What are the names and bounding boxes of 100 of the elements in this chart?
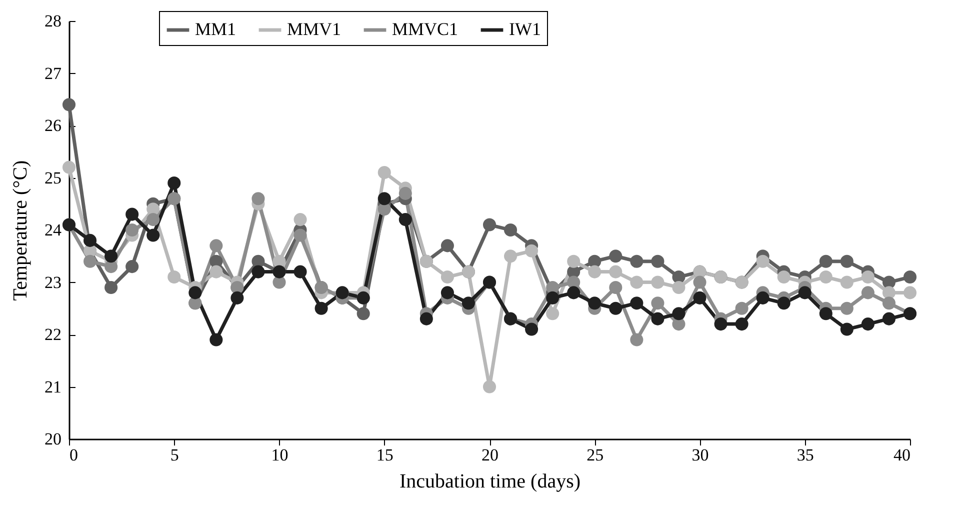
y-tick-label: 21 — [44, 377, 62, 396]
y-tick-label: 26 — [44, 116, 62, 135]
point — [482, 380, 496, 394]
point — [735, 318, 748, 331]
point — [840, 302, 854, 315]
point — [735, 302, 748, 315]
point — [819, 270, 832, 284]
point — [861, 270, 874, 284]
point — [630, 276, 644, 289]
point — [672, 307, 686, 320]
point — [378, 166, 391, 180]
point — [440, 270, 454, 284]
point — [693, 291, 706, 304]
point — [651, 312, 664, 326]
point — [440, 239, 454, 252]
point — [252, 265, 265, 278]
y-tick-label: 24 — [44, 220, 62, 240]
point — [630, 296, 644, 310]
point — [294, 265, 307, 278]
x-tick-label: 30 — [692, 446, 709, 464]
point — [609, 302, 622, 315]
point — [588, 296, 602, 310]
point — [84, 254, 97, 268]
point — [62, 98, 76, 112]
point — [777, 270, 790, 284]
point — [146, 228, 160, 242]
point — [62, 160, 76, 174]
point — [861, 286, 874, 300]
point — [840, 276, 854, 289]
point — [398, 213, 412, 226]
y-tick-label: 22 — [44, 325, 62, 344]
point — [210, 265, 223, 278]
point — [651, 296, 664, 310]
x-axis-title: Incubation time (days) — [399, 470, 581, 492]
point — [146, 213, 160, 226]
y-tick-label: 25 — [44, 168, 62, 188]
point — [294, 213, 307, 226]
y-axis-title: Temperature (°C) — [10, 160, 32, 301]
point — [504, 250, 518, 263]
point — [672, 280, 686, 294]
point — [525, 322, 538, 336]
point — [126, 208, 139, 221]
x-tick-label: 0 — [70, 446, 78, 464]
point — [651, 254, 664, 268]
point — [756, 291, 770, 304]
point — [104, 250, 118, 263]
x-tick-label: 40 — [894, 446, 910, 464]
x-tick-label: 5 — [170, 446, 179, 464]
point — [230, 291, 244, 304]
point — [546, 307, 560, 320]
x-tick-label: 10 — [271, 446, 288, 464]
point — [567, 286, 580, 300]
point — [84, 234, 97, 247]
point — [903, 270, 917, 284]
point — [168, 270, 181, 284]
y-tick-label: 23 — [44, 272, 62, 292]
point — [840, 254, 854, 268]
point — [609, 250, 622, 263]
point — [819, 307, 832, 320]
point — [882, 312, 896, 326]
point — [210, 333, 223, 346]
point — [861, 318, 874, 331]
point — [819, 254, 832, 268]
point — [777, 296, 790, 310]
point — [651, 276, 664, 289]
x-tick-label: 20 — [482, 446, 498, 464]
y-tick-label: 28 — [44, 12, 62, 30]
point — [440, 286, 454, 300]
point — [798, 286, 812, 300]
point — [356, 307, 370, 320]
point — [210, 239, 223, 252]
legend-label: MMVC1 — [392, 19, 458, 39]
point — [378, 192, 391, 206]
point — [482, 218, 496, 232]
point — [756, 254, 770, 268]
point — [146, 202, 160, 216]
point — [609, 265, 622, 278]
point — [294, 228, 307, 242]
point — [567, 254, 580, 268]
point — [104, 280, 118, 294]
point — [546, 291, 560, 304]
point — [714, 318, 728, 331]
point — [588, 265, 602, 278]
point — [903, 286, 917, 300]
point — [525, 244, 538, 258]
x-tick-label: 25 — [586, 446, 604, 464]
point — [840, 322, 854, 336]
point — [252, 192, 265, 206]
point — [693, 276, 706, 289]
legend-label: MM1 — [195, 19, 236, 39]
point — [398, 186, 412, 200]
point — [420, 312, 433, 326]
point — [126, 223, 139, 237]
legend-label: MMV1 — [287, 19, 342, 39]
point — [314, 302, 328, 315]
x-tick-label: 15 — [376, 446, 394, 464]
point — [630, 333, 644, 346]
point — [882, 296, 896, 310]
point — [609, 280, 622, 294]
y-tick-label: 20 — [44, 430, 62, 448]
